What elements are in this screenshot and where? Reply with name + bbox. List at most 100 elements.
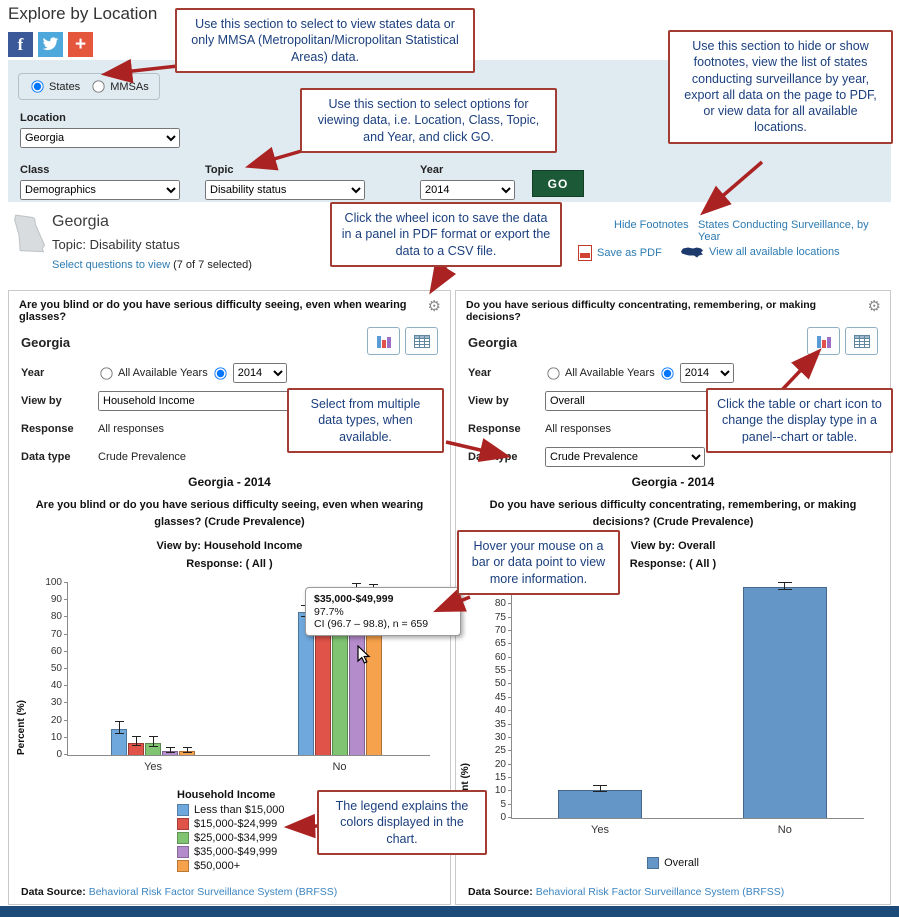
twitter-bird-icon — [42, 37, 59, 51]
y-tick-label: 30 — [494, 731, 506, 743]
chart-titles: Georgia - 2014 Are you blind or do you h… — [17, 475, 442, 570]
topic-select[interactable]: Disability status — [205, 180, 365, 200]
y-tick-mark — [508, 616, 512, 618]
legend-item[interactable]: $15,000-$24,999 — [177, 818, 285, 830]
callout-text: Use this section to select to view state… — [191, 17, 459, 64]
panel-year-select[interactable]: 2014 — [679, 363, 734, 383]
mmsas-option[interactable]: MMSAs — [90, 80, 149, 93]
save-as-pdf-link[interactable]: Save as PDF — [597, 247, 662, 259]
data-source-link[interactable]: Behavioral Risk Factor Surveillance Syst… — [535, 886, 785, 898]
y-axis-label: Percent (%) — [16, 699, 27, 755]
panel-location: Georgia — [21, 335, 71, 350]
share-plus-icon[interactable]: + — [68, 32, 93, 57]
data-source-link[interactable]: Behavioral Risk Factor Surveillance Syst… — [88, 886, 338, 898]
x-tick-label: No — [332, 761, 347, 773]
callout-text: Hover your mouse on a bar or data point … — [471, 539, 606, 586]
year-select[interactable]: 2014 — [420, 180, 515, 200]
error-bar — [182, 747, 192, 753]
y-tick-label: 0 — [56, 749, 62, 760]
select-questions-link[interactable]: Select questions to view — [52, 259, 171, 271]
y-tick-mark — [64, 616, 68, 618]
chart-view-button[interactable] — [367, 327, 400, 355]
chart-bar[interactable] — [558, 789, 642, 818]
error-bar — [165, 747, 175, 753]
legend-item[interactable]: Less than $15,000 — [177, 804, 285, 816]
y-tick-mark — [508, 790, 512, 792]
social-share-bar: f + — [8, 32, 93, 57]
all-years-option[interactable]: All Available Years — [98, 366, 208, 380]
callout-view-options: Use this section to select options for v… — [300, 88, 557, 153]
viewby-select[interactable]: Overall — [545, 391, 750, 411]
view-all-locations-link[interactable]: View all available locations — [709, 246, 840, 258]
legend-item[interactable]: $35,000-$49,999 — [177, 846, 285, 858]
states-option[interactable]: States — [29, 80, 80, 93]
page-title: Explore by Location — [8, 4, 158, 23]
states-radio[interactable] — [31, 80, 44, 93]
y-tick-label: 15 — [494, 771, 506, 783]
legend-item[interactable]: $50,000+ — [177, 860, 285, 872]
chart-response-line: Response: ( All ) — [629, 558, 717, 571]
y-tick-label: 40 — [50, 680, 62, 692]
legend-swatch — [177, 804, 189, 816]
chart-bar[interactable] — [742, 587, 827, 818]
gear-icon[interactable]: ⚙ — [427, 297, 441, 315]
callout-text: Select from multiple data types, when av… — [310, 397, 421, 444]
legend-item[interactable]: $25,000-$34,999 — [177, 832, 285, 844]
y-tick-label: 25 — [494, 745, 506, 757]
surveillance-by-year-link[interactable]: States Conducting Surveillance, by Year — [698, 219, 869, 243]
y-tick-label: 80 — [494, 598, 506, 610]
twitter-icon[interactable] — [38, 32, 63, 57]
single-year-radio[interactable] — [661, 366, 674, 380]
y-tick-mark — [508, 803, 512, 805]
chart-view-button[interactable] — [807, 327, 840, 355]
tooltip-ci: CI (96.7 – 98.8), n = 659 — [314, 618, 429, 630]
facebook-icon[interactable]: f — [8, 32, 33, 57]
all-years-radio[interactable] — [100, 366, 113, 380]
mmsas-radio[interactable] — [92, 80, 105, 93]
georgia-state-icon — [14, 214, 46, 253]
legend-item[interactable]: Overall — [647, 857, 699, 869]
data-source-label: Data Source: — [468, 886, 533, 898]
all-years-option[interactable]: All Available Years — [545, 366, 655, 380]
y-tick-label: 100 — [45, 577, 62, 588]
viewby-select[interactable]: Household Income — [98, 391, 303, 411]
y-tick-label: 50 — [494, 678, 506, 690]
response-label: Response — [21, 423, 74, 435]
table-view-button[interactable] — [405, 327, 438, 355]
legend-title: Household Income — [177, 789, 276, 801]
datatype-label: Data type — [468, 451, 518, 463]
y-tick-mark — [508, 670, 512, 672]
error-bar-line — [118, 721, 120, 734]
callout-dataset-type: Use this section to select to view state… — [175, 8, 475, 73]
panel-response-row: Response All responses — [21, 419, 442, 439]
panel-year-select[interactable]: 2014 — [232, 363, 287, 383]
class-select[interactable]: Demographics — [20, 180, 180, 200]
go-button[interactable]: GO — [532, 170, 584, 197]
display-toggles — [367, 327, 438, 355]
table-view-button[interactable] — [845, 327, 878, 355]
chart-title: Georgia - 2014 — [188, 475, 271, 489]
location-topic: Topic: Disability status — [52, 237, 180, 252]
y-tick-mark — [508, 603, 512, 605]
error-bar-line — [784, 583, 786, 590]
y-tick-label: 40 — [494, 705, 506, 717]
datatype-label: Data type — [21, 451, 71, 463]
all-years-radio[interactable] — [547, 366, 560, 380]
location-select[interactable]: Georgia — [20, 128, 180, 148]
y-tick-mark — [64, 668, 68, 669]
chart-subtitle: Are you blind or do you have serious dif… — [35, 499, 424, 529]
error-bar — [593, 785, 607, 793]
viewby-label: View by — [21, 395, 62, 407]
callout-text: Use this section to hide or show footnot… — [684, 39, 877, 135]
gear-icon[interactable]: ⚙ — [867, 297, 881, 315]
hide-footnotes-link[interactable]: Hide Footnotes — [614, 219, 689, 231]
datatype-select[interactable]: Crude Prevalence — [545, 447, 705, 467]
single-year-radio[interactable] — [214, 366, 227, 380]
y-tick-mark — [64, 754, 68, 755]
legend-swatch — [177, 846, 189, 858]
legend-label: $50,000+ — [194, 860, 241, 872]
y-tick-label: 60 — [494, 651, 506, 663]
y-tick-mark — [64, 599, 68, 601]
